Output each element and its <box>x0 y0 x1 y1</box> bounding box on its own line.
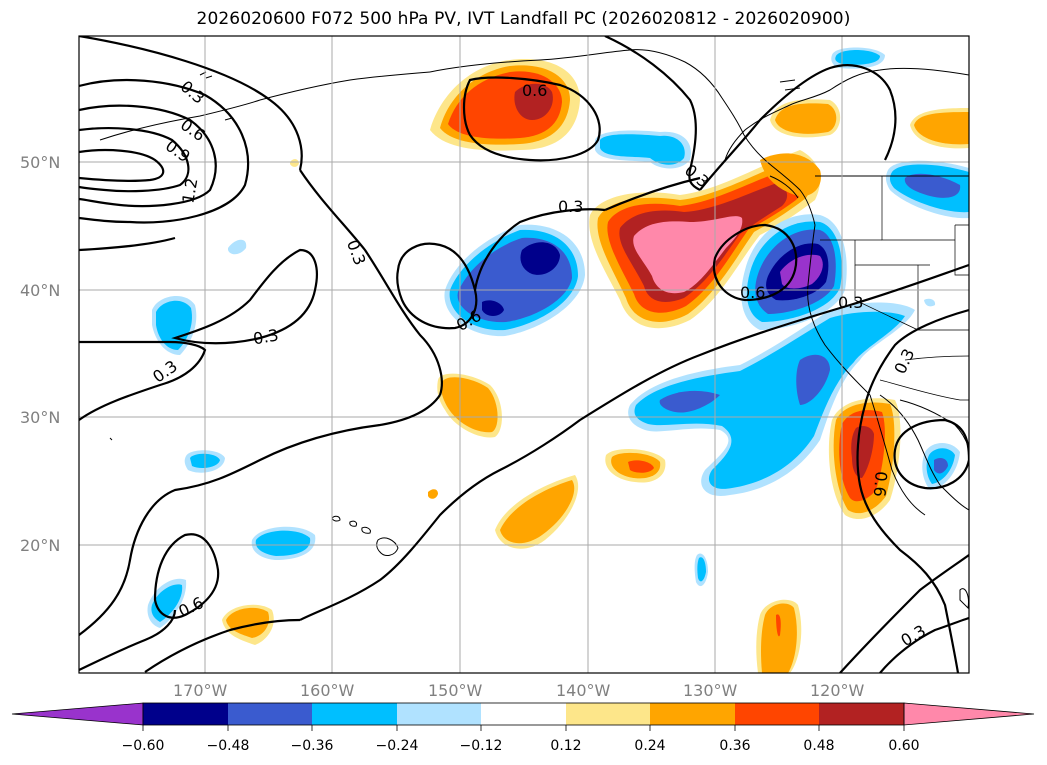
gridlines <box>79 36 969 673</box>
colorbar-tick-label: 0.48 <box>803 738 834 754</box>
colorbar-segment <box>819 703 904 725</box>
colorbar-segment <box>143 703 228 725</box>
contour-label: 0.6 <box>522 81 547 100</box>
colorbar-segment <box>312 703 397 725</box>
contour-label: 0.3 <box>558 197 583 216</box>
longitude-labels: 170°W 160°W 150°W 140°W 130°W 120°W <box>173 681 865 700</box>
colorbar-extend-max <box>903 702 1035 726</box>
lat-label-40n: 40°N <box>20 281 60 300</box>
colorbar-tick-label: −0.36 <box>291 738 334 754</box>
lat-label-20n: 20°N <box>20 536 60 555</box>
colorbar-segment <box>735 703 819 725</box>
lon-label-170w: 170°W <box>173 681 228 700</box>
pv-contours <box>79 36 969 673</box>
contour-label: 0.6 <box>870 471 891 498</box>
colorbar-segment <box>397 703 481 725</box>
colorbar-tick-label: 0.36 <box>719 738 750 754</box>
latitude-labels: 50°N 40°N 30°N 20°N <box>20 153 60 555</box>
colorbar-tick-label: −0.48 <box>207 738 250 754</box>
lon-label-160w: 160°W <box>300 681 355 700</box>
contour-label: 0.3 <box>838 293 863 312</box>
colorbar-tick-label: 0.60 <box>888 738 919 754</box>
lon-label-140w: 140°W <box>556 681 611 700</box>
map-frame <box>78 35 970 674</box>
lat-label-50n: 50°N <box>20 153 60 172</box>
map-title: 2026020600 F072 500 hPa PV, IVT Landfall… <box>196 9 851 29</box>
colorbar-tick-label: 0.24 <box>634 738 665 754</box>
colorbar-extend-min <box>11 702 144 726</box>
colorbar-ticks: −0.60 −0.48 −0.36 −0.24 −0.12 0.12 0.24 … <box>122 738 920 754</box>
colorbar-segment <box>650 703 735 725</box>
colorbar: −0.60 −0.48 −0.36 −0.24 −0.12 0.12 0.24 … <box>11 702 1035 754</box>
negative-anomaly-fills <box>147 47 969 628</box>
colorbar-segment <box>481 703 566 725</box>
colorbar-tick-label: 0.12 <box>550 738 581 754</box>
colorbar-tick-label: −0.24 <box>376 738 419 754</box>
contour-label: 0.6 <box>740 283 765 302</box>
colorbar-tick-marks <box>142 725 905 731</box>
colorbar-segment <box>566 703 650 725</box>
lon-label-130w: 130°W <box>683 681 738 700</box>
colorbar-tick-label: −0.60 <box>122 738 165 754</box>
colorbar-tick-label: −0.12 <box>460 738 503 754</box>
contour-label: 1.2 <box>178 176 201 204</box>
colorbar-outline <box>142 702 905 726</box>
colorbar-segment <box>228 703 312 725</box>
contour-label: 0.3 <box>252 325 280 348</box>
lat-label-30n: 30°N <box>20 408 60 427</box>
lon-label-120w: 120°W <box>810 681 865 700</box>
lon-label-150w: 150°W <box>428 681 483 700</box>
